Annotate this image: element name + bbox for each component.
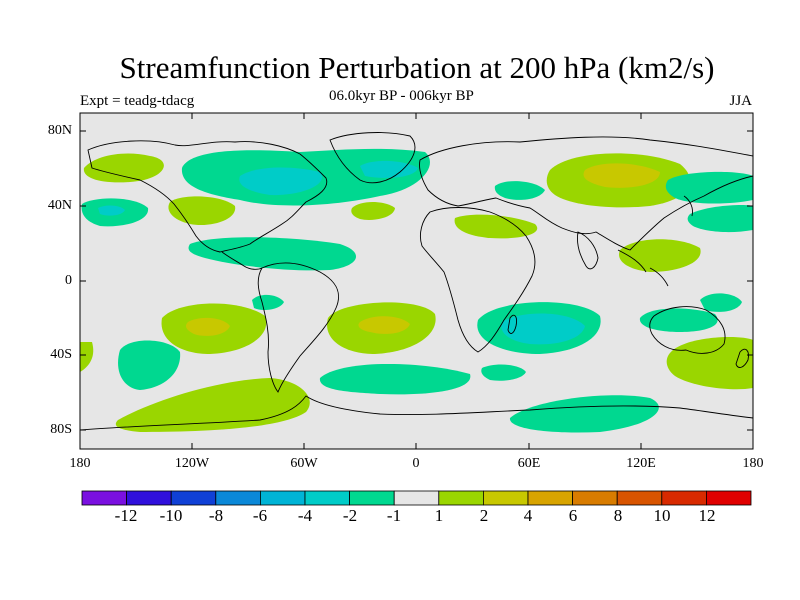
contour-n-pacific-neg2	[98, 205, 125, 216]
colorbar-label: -2	[342, 506, 358, 525]
contour-e-pacific-neg	[252, 294, 284, 310]
japan-outline	[683, 195, 693, 217]
colorbar-swatch	[661, 490, 707, 506]
colorbar-label: -1	[386, 506, 402, 525]
colorbar-label: -8	[208, 506, 224, 525]
lon-label-180e: 180	[742, 456, 764, 471]
contour-w-indian-neg	[700, 293, 742, 312]
contour-mid-atlantic-pos	[351, 202, 395, 220]
colorbar-swatch	[393, 490, 440, 506]
contour-se-pacific-neg	[118, 340, 181, 390]
contour-europe-neg	[494, 181, 545, 200]
lon-label-0: 0	[412, 456, 420, 471]
colorbar-label: -6	[252, 506, 268, 525]
europe-asia-outline	[419, 136, 753, 251]
lat-label-40s: 40S	[50, 347, 72, 362]
contour-s-edge-pos	[80, 342, 94, 372]
contour-australia-neg	[639, 308, 718, 332]
colorbar-label: -4	[297, 506, 313, 525]
lon-label-60w: 60W	[290, 456, 318, 471]
contour-s-indian-small-neg	[481, 364, 526, 381]
contour-fills	[80, 148, 753, 433]
lon-label-120e: 120E	[626, 456, 656, 471]
lat-label-40n: 40N	[47, 198, 72, 213]
season-label: JJA	[729, 93, 752, 109]
colorbar-swatch	[438, 490, 484, 506]
colorbar-swatch	[572, 490, 618, 506]
colorbar-label: 8	[613, 506, 623, 525]
antarctica-outline	[80, 395, 753, 431]
contour-mideast-pos	[454, 214, 538, 239]
new-zealand-outline	[735, 348, 749, 368]
greenland-outline	[329, 132, 416, 184]
australia-outline	[649, 306, 726, 354]
colorbar-label: 4	[523, 506, 533, 525]
southeast-asia-outline	[617, 249, 669, 287]
contour-ne-pacific-pos	[168, 196, 236, 226]
colorbar-swatch	[706, 490, 752, 506]
lat-label-80s: 80S	[50, 422, 72, 437]
lon-label-180w: 180	[69, 456, 91, 471]
contour-antarctic-neg	[509, 395, 659, 433]
contour-s-pacific-pos2	[186, 317, 230, 336]
contour-alaska-pos	[83, 153, 164, 183]
colorbar-label: 2	[479, 506, 489, 525]
contour-southern-ocean-pos	[115, 378, 310, 432]
north-america-outline	[87, 140, 328, 253]
central-america-outline	[221, 251, 263, 270]
contour-s-indian-neg2	[501, 313, 585, 345]
colorbar-swatch	[616, 490, 663, 506]
colorbar-label: 6	[568, 506, 578, 525]
contour-s-atlantic-band-neg	[319, 363, 471, 395]
colorbar-label: 10	[653, 506, 671, 525]
contour-greenland-neg2	[360, 160, 418, 178]
south-america-outline	[257, 262, 340, 393]
colorbar-swatch	[126, 490, 172, 506]
chart-title: Streamfunction Perturbation at 200 hPa (…	[119, 50, 715, 85]
lon-label-60e: 60E	[517, 456, 541, 471]
contour-nw-pacific-neg	[665, 171, 753, 204]
contour-s-atlantic-pos2	[358, 316, 410, 334]
chart-subtitle: 06.0kyr BP - 006kyr BP	[329, 88, 474, 104]
colorbar-swatch	[304, 490, 350, 506]
contour-asia-pos2	[583, 163, 660, 188]
colorbar-label: 12	[698, 506, 716, 525]
lat-label-80n: 80N	[47, 123, 72, 138]
colorbar-swatch	[170, 490, 217, 506]
experiment-label: Expt = teadg-tdacg	[80, 93, 195, 109]
colorbar-label: -12	[114, 506, 138, 525]
colorbar-swatch	[527, 490, 573, 506]
colorbar-label: -10	[159, 506, 183, 525]
colorbar-label: 1	[434, 506, 444, 525]
madagascar-outline	[507, 314, 517, 334]
colorbar	[81, 490, 752, 506]
colorbar-swatch	[259, 490, 306, 506]
africa-outline	[419, 207, 536, 353]
lat-label-0: 0	[65, 273, 72, 288]
lon-label-120w: 120W	[174, 456, 210, 471]
contour-north-america-neg2	[239, 167, 322, 196]
coastlines	[80, 132, 753, 431]
colorbar-swatch	[81, 490, 127, 506]
contour-caribbean-neg	[188, 237, 357, 271]
colorbar-swatch	[215, 490, 261, 506]
contour-tasman-pos	[666, 337, 753, 390]
colorbar-swatch	[349, 490, 395, 506]
contour-w-pacific-neg	[687, 204, 753, 233]
india-outline	[577, 231, 599, 270]
tick-marks	[80, 113, 753, 449]
colorbar-swatch	[482, 490, 529, 506]
